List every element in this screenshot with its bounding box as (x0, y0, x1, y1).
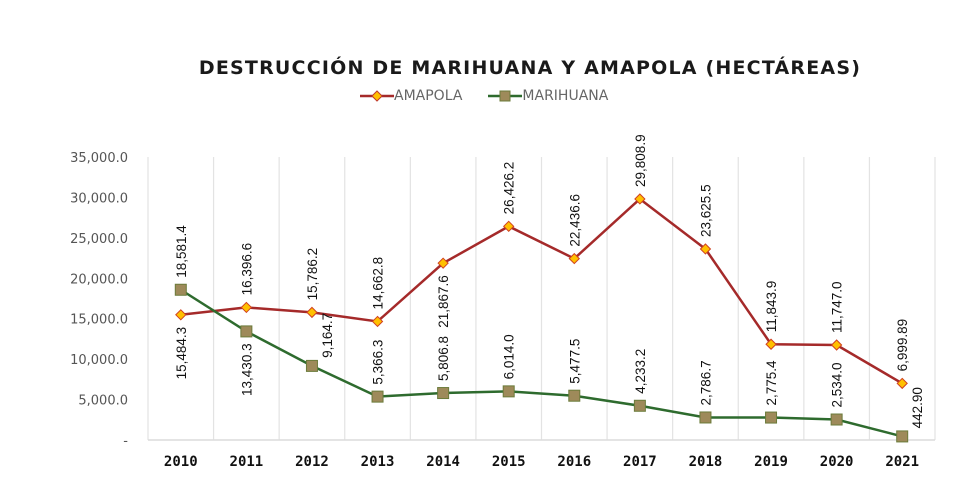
y-tick-label: 30,000.0 (70, 191, 128, 206)
data-point-marihuana (437, 387, 450, 400)
series-line-amapola (180, 197, 903, 385)
data-point-marihuana (830, 413, 843, 426)
data-label-marihuana: 9,164.7 (320, 313, 335, 358)
data-point-amapola (830, 339, 843, 351)
legend-item-marihuana: MARIHUANA (488, 88, 608, 104)
data-label-marihuana: 6,014.0 (502, 334, 517, 379)
y-tick-label: 5,000.0 (78, 394, 128, 409)
data-label-marihuana: 5,806.8 (436, 336, 451, 381)
x-tick-label: 2016 (557, 454, 591, 470)
data-point-marihuana (896, 430, 909, 443)
data-label-marihuana: 442.90 (910, 387, 925, 428)
data-label-marihuana: 5,366.3 (371, 340, 386, 385)
data-point-amapola (240, 301, 253, 314)
x-tick-label: 2014 (426, 454, 460, 470)
data-label-amapola: 11,843.9 (764, 281, 779, 333)
legend-marihuana-marker-icon (488, 90, 523, 102)
y-tick-label: 15,000.0 (70, 313, 128, 328)
data-point-amapola (306, 306, 318, 319)
data-label-marihuana: 13,430.3 (239, 343, 254, 396)
y-tick-label: 20,000.0 (70, 272, 128, 287)
y-tick-label: 35,000.0 (70, 151, 128, 166)
data-point-amapola (699, 243, 712, 255)
data-label-marihuana: 2,786.7 (698, 360, 713, 405)
data-label-amapola: 6,999.89 (895, 319, 910, 372)
data-point-amapola (765, 338, 777, 350)
data-label-amapola: 23,625.5 (698, 184, 713, 237)
data-point-marihuana (240, 325, 253, 338)
data-label-amapola: 11,747.0 (830, 281, 845, 333)
data-point-marihuana (568, 389, 581, 402)
x-tick-label: 2015 (492, 454, 526, 470)
data-point-amapola (568, 252, 580, 265)
data-label-amapola: 15,786.2 (305, 248, 320, 301)
x-tick-label: 2012 (295, 454, 329, 470)
data-label-amapola: 21,867.6 (436, 275, 451, 328)
data-point-amapola (503, 220, 515, 233)
y-tick-label: 10,000.0 (70, 353, 128, 368)
data-label-amapola: 16,396.6 (239, 243, 254, 296)
data-point-marihuana (699, 411, 712, 424)
x-tick-label: 2019 (754, 454, 788, 470)
chart-title: DESTRUCCIÓN DE MARIHUANA Y AMAPOLA (HECT… (198, 57, 862, 79)
legend-amapola-marker-icon (360, 90, 394, 102)
data-point-amapola (437, 257, 449, 269)
series-line-marihuana (180, 288, 903, 438)
legend-item-amapola: AMAPOLA (360, 88, 462, 104)
data-label-amapola: 22,436.6 (567, 194, 582, 247)
data-label-marihuana: 2,534.0 (830, 362, 845, 407)
data-point-marihuana (633, 399, 646, 412)
legend-marihuana-label: MARIHUANA (522, 88, 609, 104)
data-point-marihuana (371, 390, 384, 403)
data-point-marihuana (502, 385, 515, 398)
x-tick-label: 2011 (230, 454, 264, 470)
legend-amapola-label: AMAPOLA (394, 88, 463, 104)
x-tick-label: 2018 (689, 454, 723, 470)
data-label-marihuana: 5,477.5 (567, 339, 582, 384)
data-point-amapola (175, 309, 187, 321)
data-point-amapola (634, 193, 646, 205)
x-tick-label: 2020 (820, 454, 854, 470)
data-point-amapola (371, 315, 384, 328)
data-point-marihuana (305, 359, 318, 372)
data-label-amapola: 29,808.9 (633, 134, 648, 187)
y-tick-label: - (123, 434, 128, 449)
x-tick-label: 2010 (164, 454, 198, 470)
data-point-marihuana (765, 411, 778, 424)
x-tick-label: 2013 (361, 454, 395, 470)
legend: AMAPOLA MARIHUANA (360, 88, 634, 104)
data-label-marihuana: 2,775.4 (764, 360, 779, 406)
y-tick-label: 25,000.0 (70, 232, 128, 247)
x-tick-label: 2017 (623, 454, 657, 470)
data-point-amapola (896, 377, 908, 390)
data-label-amapola: 14,662.8 (371, 257, 386, 310)
data-label-amapola: 26,426.2 (502, 162, 517, 215)
data-label-marihuana: 4,233.2 (633, 349, 648, 394)
data-point-marihuana (174, 283, 187, 296)
data-label-amapola: 15,484.3 (174, 327, 189, 380)
x-tick-label: 2021 (885, 454, 919, 470)
data-label-marihuana: 18,581.4 (174, 225, 189, 278)
